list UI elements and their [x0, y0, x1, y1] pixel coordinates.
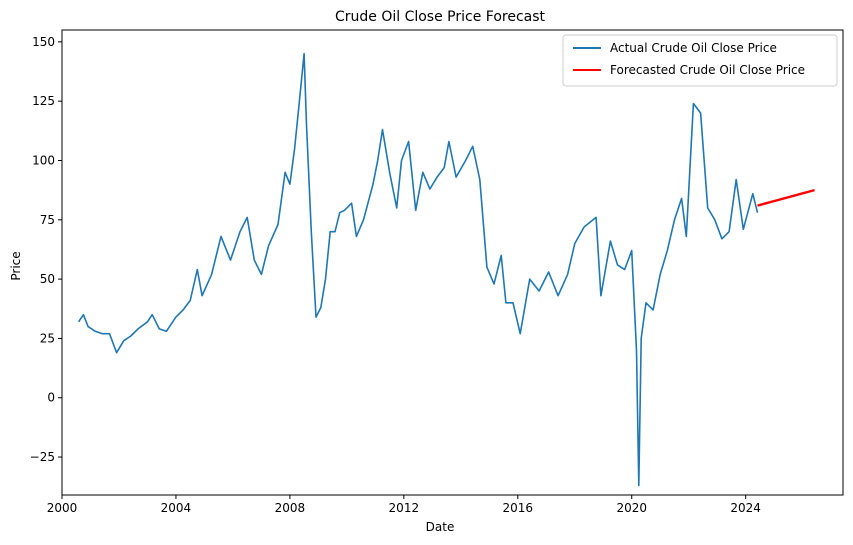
plot-frame: [61, 29, 844, 496]
x-tick-label: 2004: [161, 501, 192, 515]
y-tick-label: 150: [32, 35, 55, 49]
y-tick-label: 0: [47, 391, 55, 405]
y-tick-label: 75: [40, 213, 55, 227]
x-tick-label: 2012: [389, 501, 420, 515]
legend-label: Forecasted Crude Oil Close Price: [610, 63, 805, 77]
y-axis-ticks: −25 0 25 50 75 100 125 150: [30, 35, 62, 464]
x-axis-ticks: 2000 2004 2008 2012 2016 2020 2024: [47, 495, 761, 515]
series-line-actual: [77, 52, 759, 487]
series-line-forecast: [757, 188, 815, 207]
x-tick-label: 2000: [47, 501, 78, 515]
x-axis-label: Date: [426, 520, 455, 534]
legend: Actual Crude Oil Close Price Forecasted C…: [562, 34, 838, 87]
plot-area: [77, 52, 815, 487]
y-tick-label: 25: [40, 331, 55, 345]
chart-title: Crude Oil Close Price Forecast: [335, 9, 546, 25]
x-tick-label: 2020: [616, 501, 647, 515]
y-tick-label: 125: [32, 94, 55, 108]
y-tick-label: 100: [32, 153, 55, 167]
y-tick-label: 50: [40, 272, 55, 286]
y-tick-label: −25: [30, 450, 55, 464]
x-tick-label: 2024: [730, 501, 761, 515]
x-tick-label: 2008: [275, 501, 306, 515]
x-tick-label: 2016: [503, 501, 534, 515]
legend-label: Actual Crude Oil Close Price: [610, 41, 777, 55]
y-axis-label: Price: [9, 251, 23, 280]
legend-box: [562, 34, 838, 87]
